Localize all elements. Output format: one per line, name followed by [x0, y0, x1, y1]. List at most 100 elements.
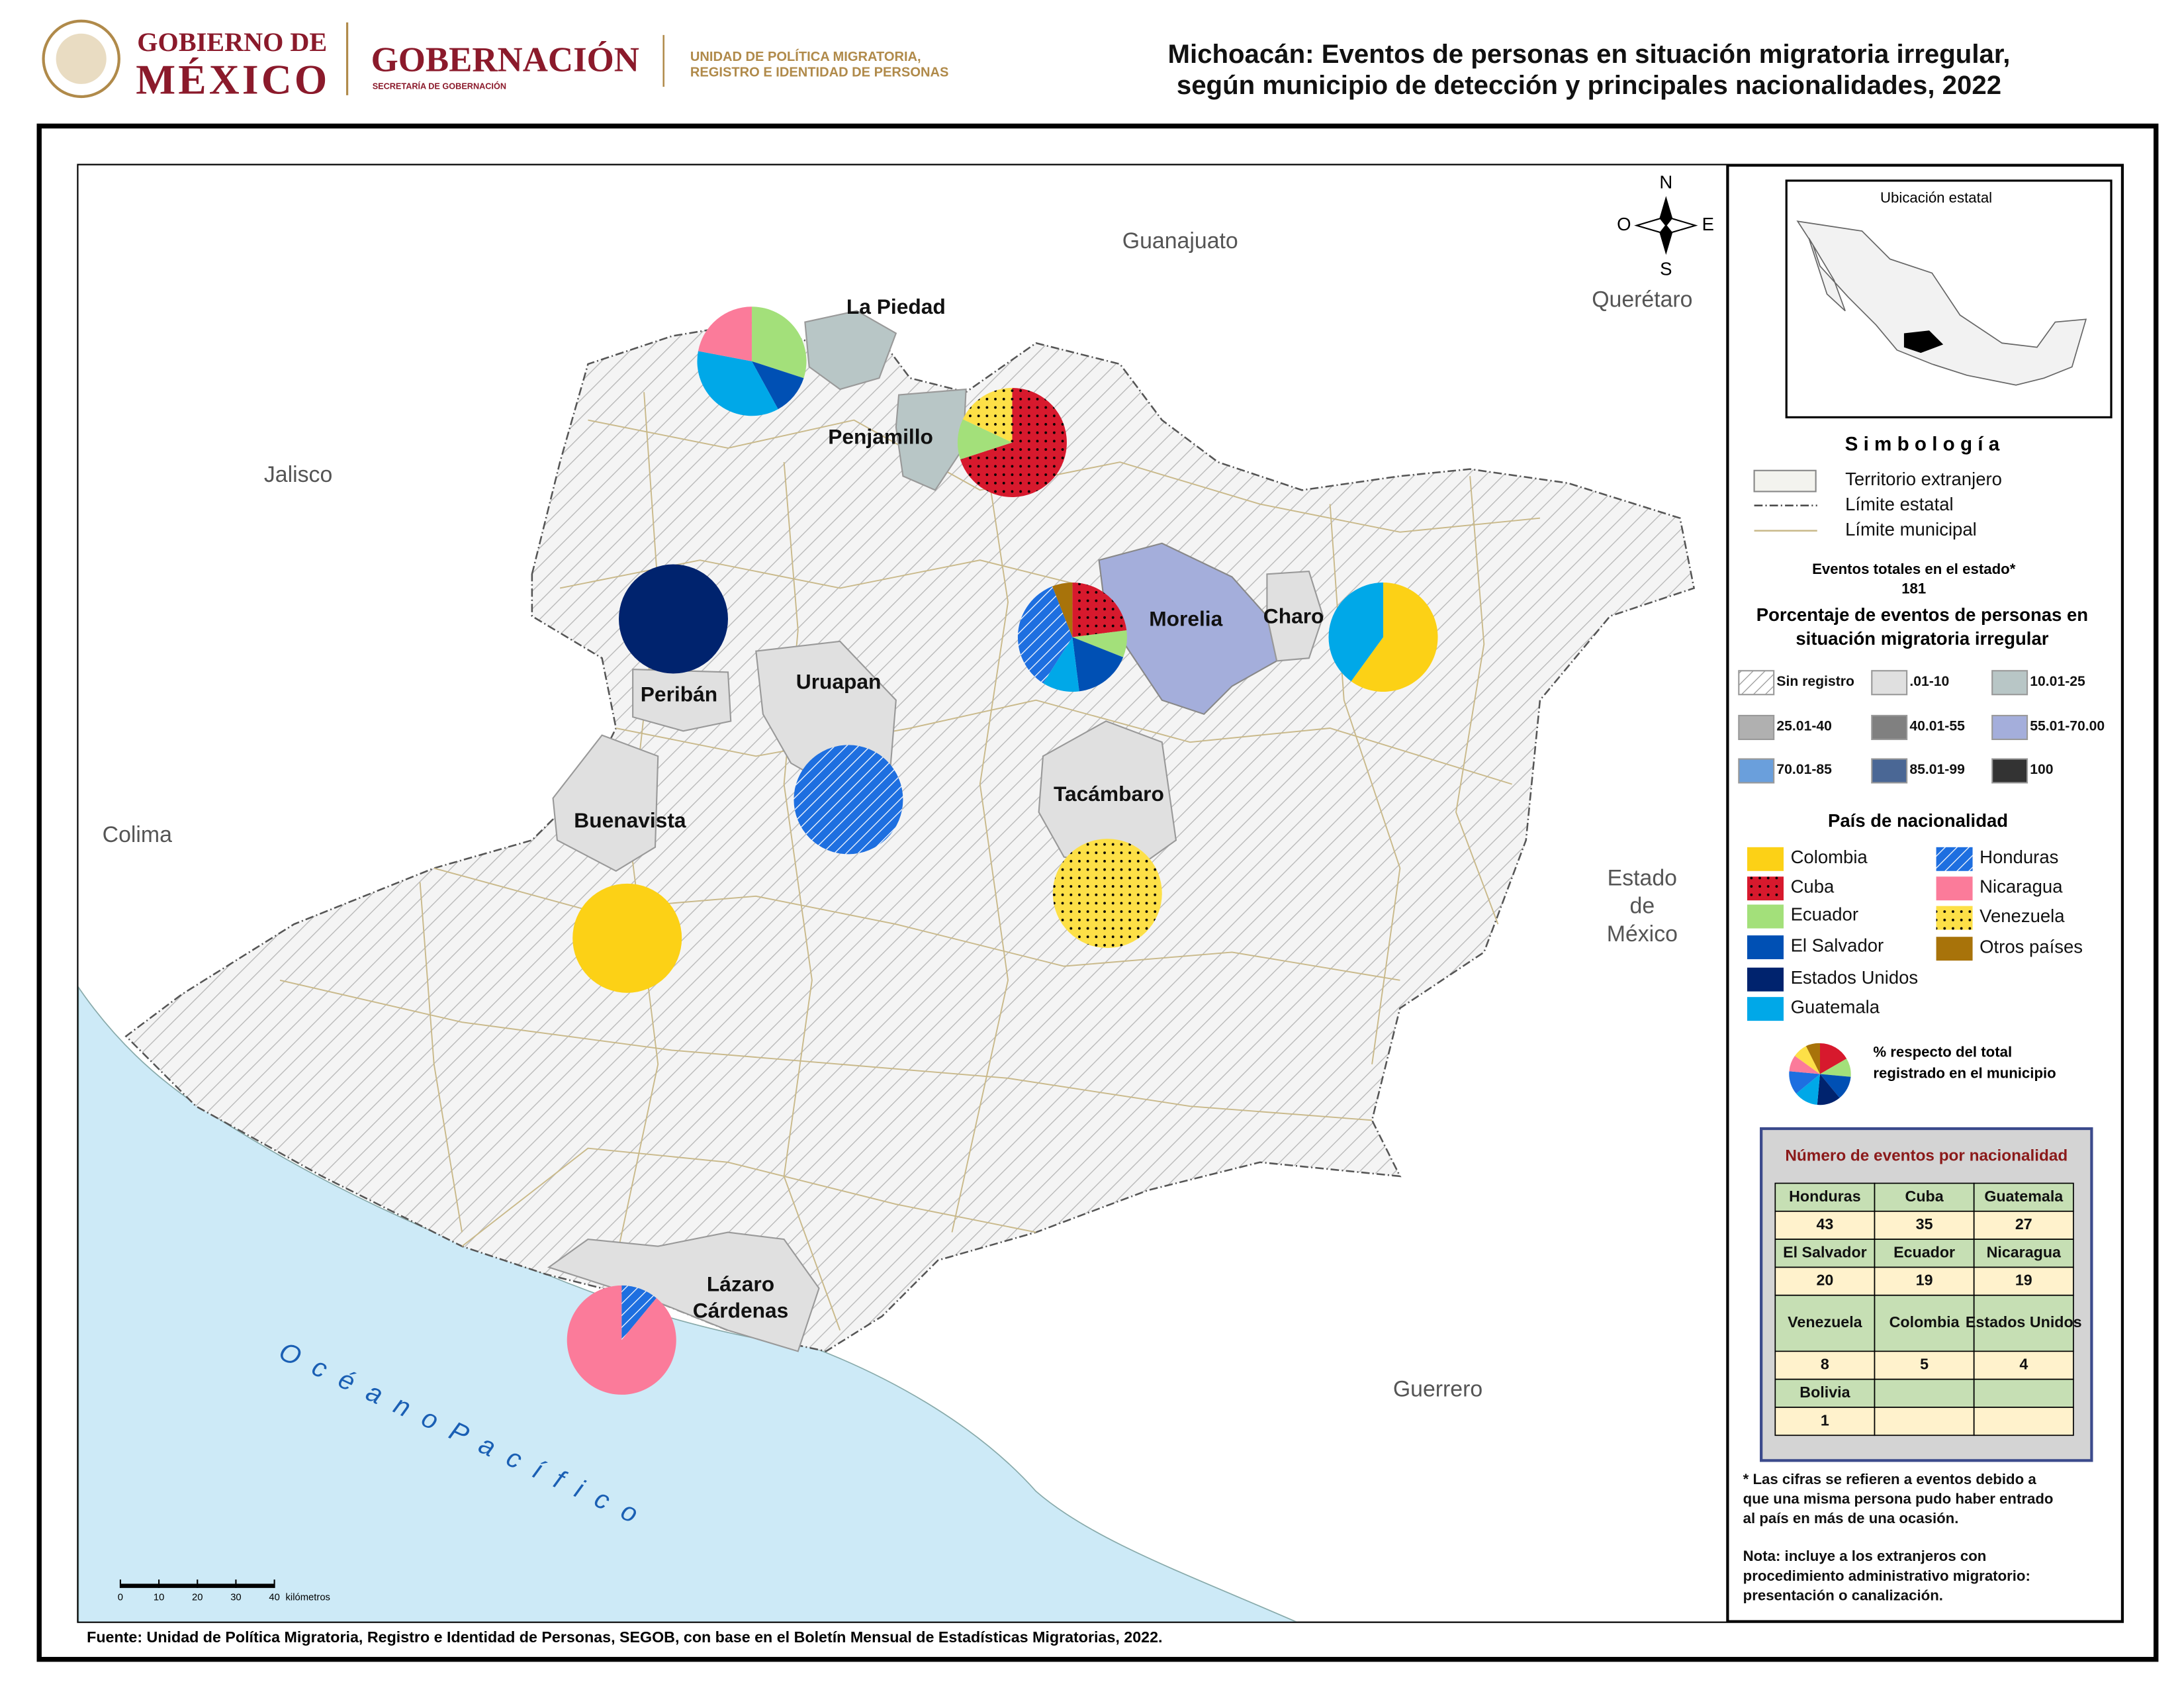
table-cell	[1874, 1239, 1975, 1268]
pie-slice	[1072, 637, 1124, 692]
nat-swatch	[1747, 935, 1784, 960]
table-cell	[1973, 1294, 2074, 1352]
pie-slice	[960, 387, 1067, 497]
class-swatch	[1991, 714, 2028, 740]
class-swatch	[1871, 758, 1908, 784]
compass-n: N	[1659, 171, 1672, 192]
seal	[42, 19, 120, 99]
table-value: 27	[2015, 1215, 2032, 1233]
municipality-penjamillo	[895, 388, 967, 491]
class-label: 25.01-40	[1776, 718, 1831, 733]
table-cell	[1973, 1210, 2074, 1240]
pie-slice	[1351, 583, 1438, 692]
pie-slice	[1072, 583, 1127, 637]
pie-slice	[1072, 630, 1127, 657]
nat-label: Honduras	[1979, 847, 2058, 867]
municipality-label: Penjamillo	[828, 424, 933, 448]
pie-note: % respecto del total	[1873, 1044, 2012, 1060]
neighbor-label: Guerrero	[1393, 1377, 1482, 1402]
table-header: Cuba	[1905, 1188, 1944, 1205]
compass-rose	[1634, 217, 1698, 234]
pct-title: Porcentaje de eventos de personas en	[1756, 604, 2088, 625]
note: procedimiento administrativo migratorio:	[1743, 1568, 2030, 1584]
table-value: 35	[1916, 1215, 1933, 1233]
nat-label: Otros países	[1979, 936, 2083, 957]
title: Michoacán: Eventos de personas en situac…	[1167, 39, 2010, 69]
note: que una misma persona pudo haber entrado	[1743, 1490, 2054, 1507]
nat-label: Guatemala	[1791, 996, 1880, 1017]
class-label: 40.01-55	[1909, 718, 1965, 733]
scale-label: 20	[192, 1593, 203, 1603]
municipality-label: Lázaro	[707, 1272, 774, 1295]
compass-e: E	[1702, 214, 1714, 234]
class-swatch	[1991, 670, 2028, 696]
table-cell	[1774, 1294, 1876, 1352]
table-value: 43	[1816, 1215, 1833, 1233]
compass-s: S	[1660, 259, 1672, 279]
pie-slice	[957, 419, 1013, 459]
legend-pie	[1789, 1043, 1851, 1105]
pie-slice	[1328, 583, 1383, 682]
class-swatch	[1871, 670, 1908, 696]
table-cell	[1874, 1266, 1975, 1296]
table-header: Bolivia	[1799, 1383, 1850, 1401]
class-label: 100	[2030, 762, 2053, 777]
pct-title: situación migratoria irregular	[1796, 628, 2048, 649]
class-label: 85.01-99	[1909, 762, 1964, 777]
nat-swatch	[1936, 937, 1973, 961]
note: * Las cifras se refieren a eventos debid…	[1743, 1471, 2037, 1487]
pie-slice	[962, 387, 1013, 443]
table-header: Nicaragua	[1987, 1243, 2062, 1260]
pie-slice	[567, 1285, 676, 1395]
table-value: 5	[1920, 1356, 1929, 1373]
nat-swatch	[1936, 876, 1973, 901]
table-value: 19	[2015, 1272, 2032, 1289]
compass: N S E O	[1617, 171, 1714, 279]
municipality-label: Cárdenas	[693, 1298, 789, 1322]
table-cell	[1874, 1210, 1975, 1240]
class-label: 55.01-70.00	[2030, 718, 2105, 733]
nat-label: Estados Unidos	[1791, 967, 1919, 988]
neighbor-label: México	[1607, 921, 1678, 947]
compass-o: O	[1617, 214, 1631, 234]
legend-symbol-label: Límite estatal	[1845, 494, 1954, 514]
unit-line: REGISTRO E IDENTIDAD DE PERSONAS	[690, 65, 948, 79]
legend-symbol-label: Límite municipal	[1845, 519, 1977, 539]
table-cell	[1774, 1182, 1876, 1212]
pie-slice	[572, 883, 682, 993]
pie-slice	[1052, 583, 1073, 637]
class-swatch	[1738, 714, 1775, 740]
ministry: GOBERNACIÓN	[371, 40, 639, 79]
legend-symbol-label: Territorio extranjero	[1845, 469, 2002, 489]
neighbor-label: Jalisco	[264, 462, 332, 487]
pie-slice	[1017, 586, 1073, 684]
table-header: Colombia	[1889, 1313, 1960, 1331]
nat-label: Nicaragua	[1979, 876, 2063, 896]
nat-label: Venezuela	[1979, 906, 2065, 926]
nat-swatch	[1747, 967, 1784, 992]
table-title: Número de eventos por nacionalidad	[1785, 1147, 2068, 1165]
class-swatch	[1738, 758, 1775, 784]
symbol-foreign	[1753, 469, 1817, 492]
unit-line: UNIDAD DE POLÍTICA MIGRATORIA,	[690, 49, 921, 64]
table-header: Estados Unidos	[1966, 1313, 2082, 1331]
table-cell	[1774, 1266, 1876, 1296]
table-header: Venezuela	[1788, 1313, 1863, 1331]
pie-slice	[697, 351, 778, 416]
nat-label: El Salvador	[1791, 935, 1884, 955]
nat-label: Ecuador	[1791, 904, 1858, 925]
pie-slice	[619, 564, 728, 674]
neighbor-label: Estado	[1608, 865, 1677, 890]
table-header: Ecuador	[1893, 1243, 1955, 1260]
table-cell	[1973, 1239, 2074, 1268]
table-value: 1	[1821, 1411, 1829, 1429]
table-cell	[1774, 1407, 1876, 1436]
pie-slice	[698, 306, 752, 361]
class-label: .01-10	[1909, 674, 1949, 689]
nat-swatch	[1747, 847, 1784, 871]
table-cell	[1973, 1407, 2074, 1436]
map	[78, 165, 1728, 1622]
municipality-label: Buenavista	[574, 808, 686, 832]
